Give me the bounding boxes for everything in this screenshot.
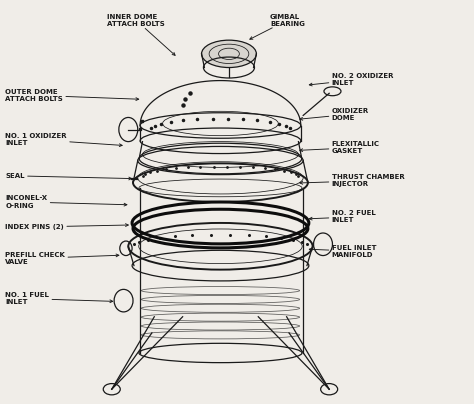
Ellipse shape [201, 40, 256, 67]
Text: NO. 2 OXIDIZER
INLET: NO. 2 OXIDIZER INLET [310, 73, 393, 86]
Text: NO. 1 OXIDIZER
INLET: NO. 1 OXIDIZER INLET [5, 133, 122, 147]
Text: PREFILL CHECK
VALVE: PREFILL CHECK VALVE [5, 252, 119, 265]
Text: NO. 1 FUEL
INLET: NO. 1 FUEL INLET [5, 292, 113, 305]
Text: OXIDIZER
DOME: OXIDIZER DOME [300, 108, 369, 121]
Text: OUTER DOME
ATTACH BOLTS: OUTER DOME ATTACH BOLTS [5, 89, 139, 102]
Text: FUEL INLET
MANIFOLD: FUEL INLET MANIFOLD [310, 244, 376, 258]
Text: NO. 2 FUEL
INLET: NO. 2 FUEL INLET [310, 210, 375, 223]
Text: INCONEL-X
O-RING: INCONEL-X O-RING [5, 196, 127, 208]
Text: SEAL: SEAL [5, 173, 132, 180]
Text: GIMBAL
BEARING: GIMBAL BEARING [250, 14, 305, 39]
Text: THRUST CHAMBER
INJECTOR: THRUST CHAMBER INJECTOR [300, 174, 404, 187]
Text: INDEX PINS (2): INDEX PINS (2) [5, 224, 128, 230]
Text: FLEXITALLIC
GASKET: FLEXITALLIC GASKET [300, 141, 380, 154]
Text: INNER DOME
ATTACH BOLTS: INNER DOME ATTACH BOLTS [107, 14, 175, 55]
